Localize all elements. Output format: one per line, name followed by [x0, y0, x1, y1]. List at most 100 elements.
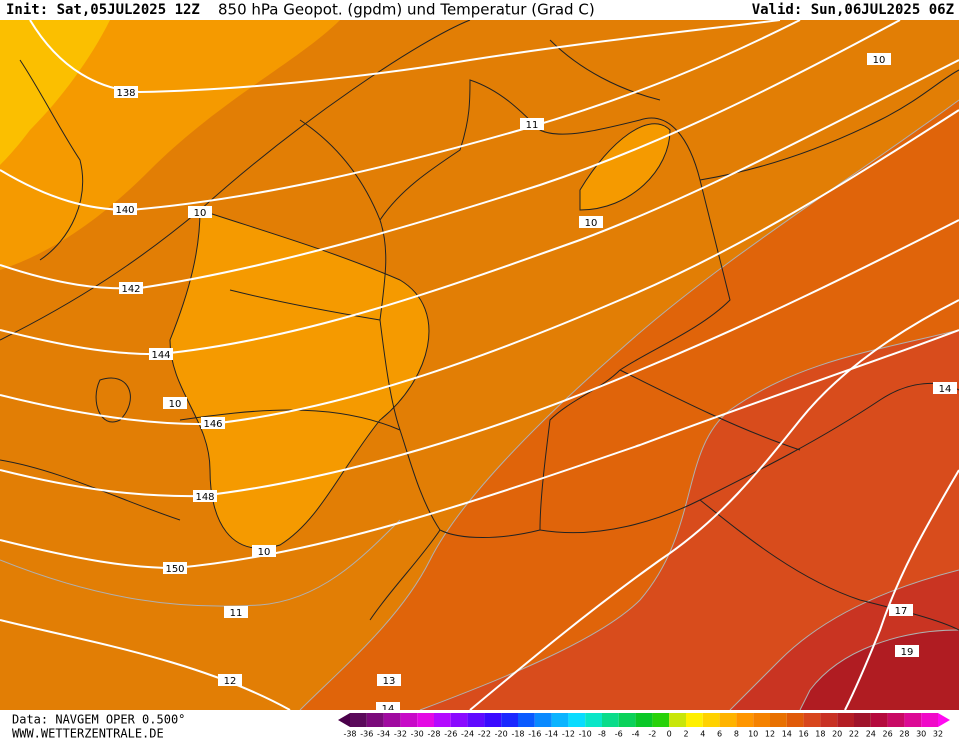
colorbar-swatch: [501, 713, 518, 727]
contour-label: 148: [195, 492, 214, 503]
colorbar-label: -4: [632, 730, 640, 739]
field-8-10: [0, 20, 340, 270]
colorbar-label: 12: [765, 730, 775, 739]
colorbar-label: -32: [394, 730, 407, 739]
init-time: Init: Sat,05JUL2025 12Z: [6, 2, 200, 18]
label-box: [579, 216, 603, 228]
website: WWW.WETTERZENTRALE.DE: [12, 727, 164, 741]
colorbar-swatch: [450, 713, 468, 727]
colorbar-swatch: [568, 713, 586, 727]
contour-label: 146: [203, 419, 222, 430]
label-box: [119, 282, 143, 294]
colorbar-swatch: [904, 713, 922, 727]
contour-label: 17: [895, 606, 908, 617]
label-box: [895, 645, 919, 657]
colorbar-swatch: [702, 713, 720, 727]
label-box: [149, 348, 173, 360]
contour-label: 19: [901, 647, 914, 658]
colorbar-label: 14: [782, 730, 792, 739]
isohypse: [0, 19, 901, 290]
colorbar-label: -38: [343, 730, 356, 739]
colorbar-label: 18: [815, 730, 825, 739]
temperature-contour: [299, 99, 959, 711]
country-border: [0, 69, 959, 631]
colorbar-swatch: [686, 713, 703, 727]
colorbar-label: 20: [832, 730, 842, 739]
colorbar-swatch: [602, 713, 619, 727]
colorbar-label: -22: [478, 730, 491, 739]
colorbar-label: -34: [377, 730, 390, 739]
colorbar-label: 0: [667, 730, 672, 739]
colorbar-label: -14: [545, 730, 558, 739]
colorbar-swatch: [669, 713, 686, 727]
label-box: [224, 606, 248, 618]
contour-label: 14: [382, 704, 395, 715]
contour-label: 13: [383, 676, 396, 687]
map-title: 850 hPa Geopot. (gpdm) und Temperatur (G…: [218, 1, 595, 19]
colorbar-label: -16: [528, 730, 541, 739]
contour-label: 10: [258, 547, 271, 558]
colorbar-swatch: [618, 713, 636, 727]
contour-label: 11: [526, 120, 539, 131]
temperature-contour: [0, 519, 401, 607]
colorbar-swatch: [635, 713, 653, 727]
temperature-contour: [579, 123, 671, 211]
temperature-contours: [0, 19, 959, 711]
colorbar-label: -12: [562, 730, 575, 739]
colorbar-label: 28: [899, 730, 909, 739]
country-border: [379, 79, 731, 538]
label-box: [218, 674, 242, 686]
colorbar-swatch: [350, 713, 367, 727]
colorbar-swatch: [786, 713, 804, 727]
colorbar-swatch: [551, 713, 569, 727]
colorbar-swatch: [870, 713, 888, 727]
colorbar-swatch: [803, 713, 821, 727]
colorbar-swatch: [719, 713, 737, 727]
label-box: [867, 53, 891, 65]
colorbar-swatch: [534, 713, 552, 727]
contour-label: 142: [121, 284, 140, 295]
isohypse: [0, 59, 959, 356]
contour-label: 140: [115, 205, 134, 216]
label-box: [933, 382, 957, 394]
colorbar-swatch: [434, 713, 451, 727]
field-18-20: [800, 630, 959, 710]
temperature-contour: [169, 209, 430, 549]
geopotential-isolines: [0, 19, 959, 711]
colorbar-label: 16: [799, 730, 809, 739]
temperature-fields: [0, 20, 959, 710]
colorbar-swatch: [585, 713, 602, 727]
contour-label: 12: [224, 676, 237, 687]
label-box: [163, 397, 187, 409]
colorbar-label: -6: [615, 730, 623, 739]
colorbar-arrow-high: [938, 713, 950, 727]
colorbar-label: 10: [748, 730, 758, 739]
colorbar-swatch: [518, 713, 535, 727]
temperature-contour: [799, 629, 959, 711]
borders: [0, 39, 959, 631]
colorbar-swatch: [417, 713, 434, 727]
colorbar-swatch: [400, 713, 418, 727]
label-box: [252, 545, 276, 557]
colorbar-label: -26: [444, 730, 457, 739]
colorbar-label: -20: [495, 730, 508, 739]
colorbar-label: -2: [648, 730, 656, 739]
isohypse: [0, 619, 291, 711]
colorbar-label: 8: [734, 730, 739, 739]
colorbar-swatch: [736, 713, 754, 727]
label-box: [114, 86, 138, 98]
colorbar-swatch: [820, 713, 838, 727]
colorbar-label: -10: [579, 730, 592, 739]
colorbar-swatch: [921, 713, 938, 727]
contour-label: 10: [585, 218, 598, 229]
field-8-10: [170, 210, 429, 549]
colorbar-swatch: [770, 713, 787, 727]
label-box: [520, 118, 544, 130]
contour-label: 138: [116, 88, 135, 99]
label-box: [163, 562, 187, 574]
isohypse: [0, 329, 959, 570]
temperature-contour: [419, 329, 959, 711]
colorbar-swatch: [837, 713, 854, 727]
isohypse: [0, 109, 959, 426]
